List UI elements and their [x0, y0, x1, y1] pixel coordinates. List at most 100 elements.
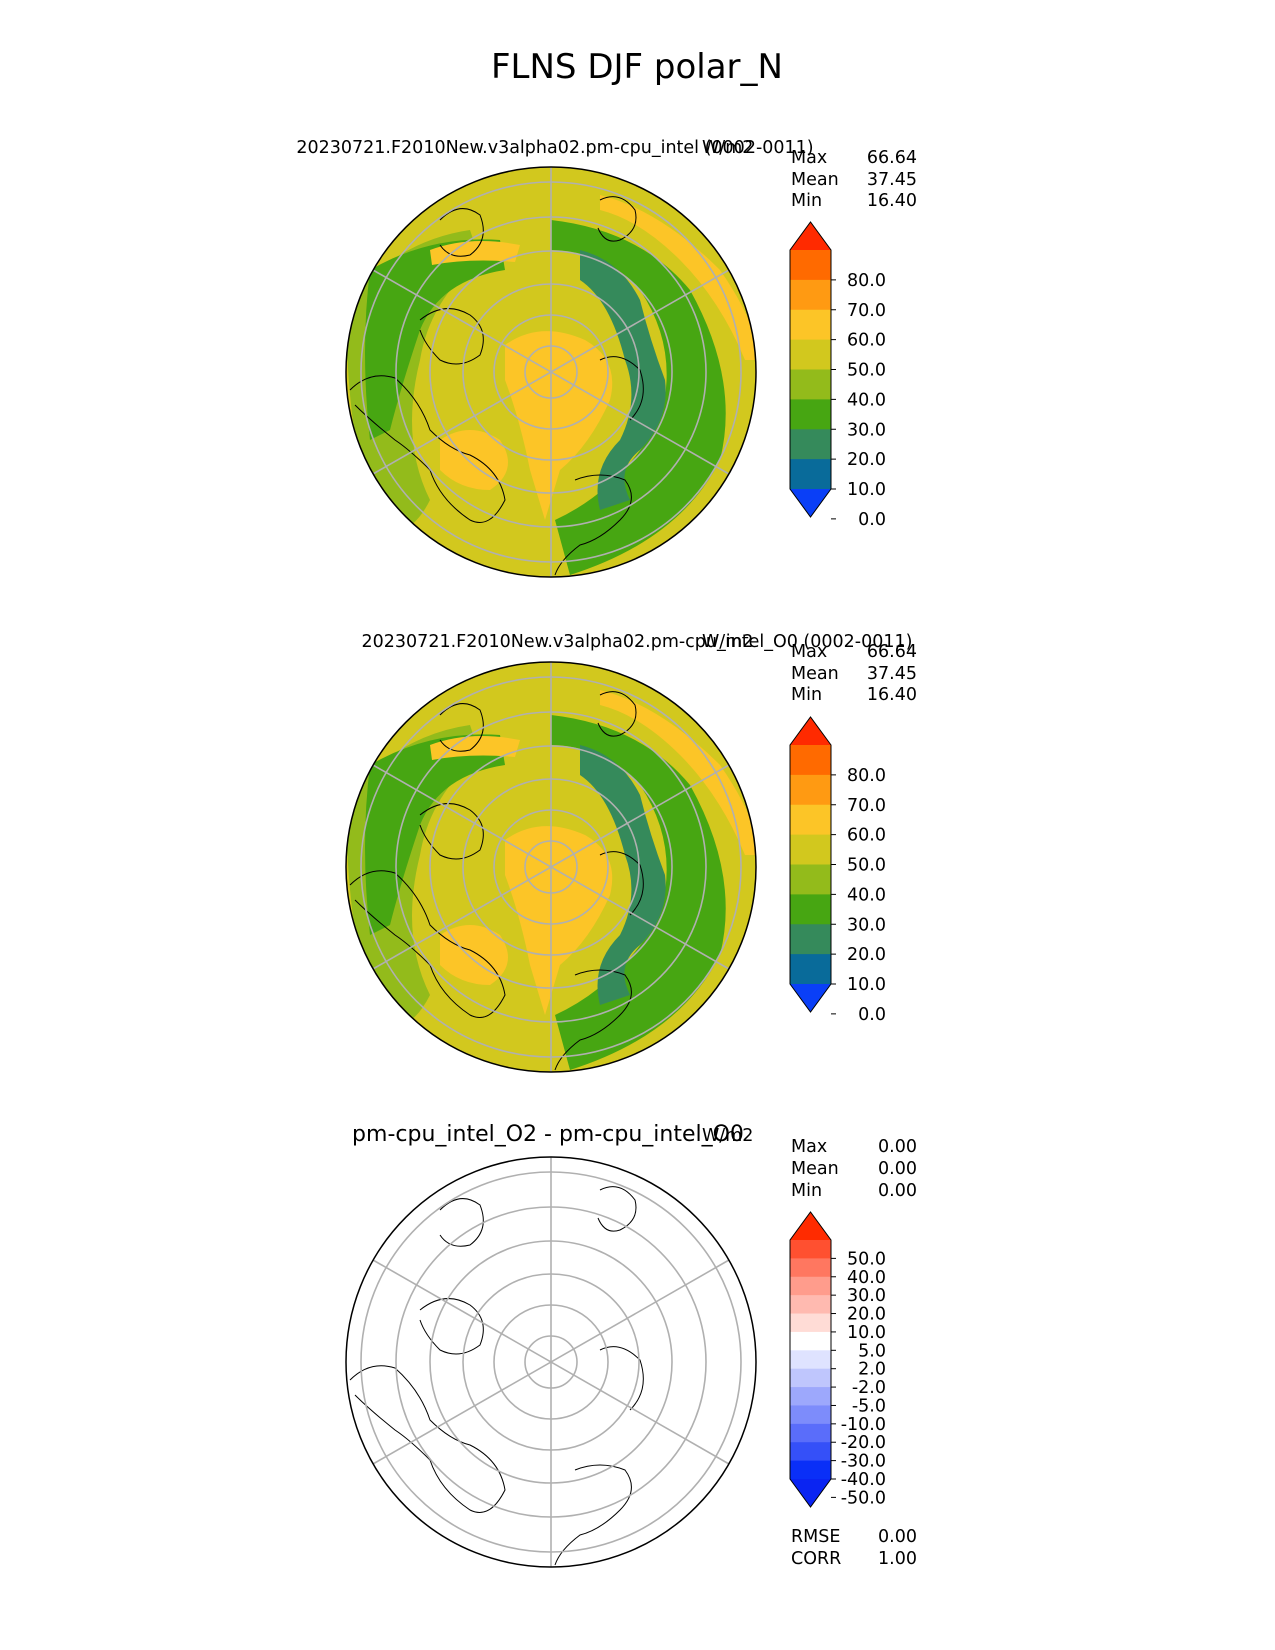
colorbar-extend-min — [790, 1479, 831, 1507]
colorbar-tick-label: 2.0 — [858, 1360, 886, 1380]
colorbar-tick-label: -40.0 — [841, 1470, 886, 1490]
colorbar-tick-label: 20.0 — [847, 945, 886, 965]
colorbar-extend-min — [790, 984, 831, 1012]
colorbar-tick-label: 50.0 — [847, 361, 886, 381]
panel-1-colorbar: 80.0 70.0 60.0 50.0 40.0 30.0 20.0 10.0 0.0 — [789, 221, 886, 530]
panel-1-field-green-west — [365, 239, 505, 440]
panel-2: 20230721.F2010New.v3alpha02.pm-cpu_intel… — [345, 632, 917, 1073]
colorbar-tick-label: 20.0 — [847, 1305, 886, 1325]
figure-title: FLNS DJF polar_N — [491, 47, 783, 87]
panel-1-field-orange-n — [430, 241, 520, 265]
panel-3-stat-label-mean: Mean — [791, 1159, 839, 1179]
colorbar-segment — [790, 1276, 831, 1296]
colorbar-segment — [790, 834, 831, 865]
panel-3-gridlines — [360, 1157, 742, 1567]
colorbar-segment — [790, 429, 831, 460]
colorbar-tick-label: 70.0 — [847, 796, 886, 816]
panel-3-footer-stats: RMSE 0.00 CORR 1.00 — [791, 1527, 917, 1569]
colorbar-tick-label: 10.0 — [847, 975, 886, 995]
panel-1-title: 20230721.F2010New.v3alpha02.pm-cpu_intel… — [296, 138, 813, 158]
panel-2-field-orange-n — [430, 736, 520, 760]
colorbar-tick-label: 30.0 — [847, 915, 886, 935]
panel-2-field-green-west — [365, 734, 505, 935]
colorbar-tick-label: 80.0 — [847, 271, 886, 291]
panel-3-stats: Max 0.00 Mean 0.00 Min 0.00 — [791, 1137, 917, 1201]
panel-2-stat-value-min: 16.40 — [867, 685, 917, 705]
colorbar-tick-label: -20.0 — [841, 1433, 886, 1453]
panel-3-stat-label-min: Min — [791, 1181, 822, 1201]
panel-3: pm-cpu_intel_O2 - pm-cpu_intel_O0 W/m2 M… — [345, 1122, 917, 1569]
colorbar-segment — [790, 894, 831, 925]
panel-2-map-border — [345, 661, 757, 1073]
colorbar-segment — [790, 250, 831, 281]
colorbar-tick-label: 0.0 — [858, 510, 886, 530]
panel-3-colorbar: 50.040.030.020.010.05.02.0-2.0-5.0-10.0-… — [789, 1211, 886, 1508]
colorbar-extend-max — [790, 222, 831, 250]
panel-3-map-border — [345, 1156, 757, 1568]
panel-3-coastlines — [349, 1186, 644, 1566]
panel-3-corr-label: CORR — [791, 1549, 841, 1569]
colorbar-tick-label: 40.0 — [847, 1268, 886, 1288]
colorbar-segment — [790, 804, 831, 836]
panel-2-field-orange-nw — [440, 925, 508, 985]
colorbar-extend-min — [790, 489, 831, 517]
panel-2-units: W/m2 — [702, 632, 753, 652]
panel-1-stat-label-mean: Mean — [791, 170, 839, 190]
panel-2-field-orange-arctic — [505, 826, 613, 1015]
panel-1-gridlines — [360, 167, 742, 577]
colorbar-segment — [790, 1350, 831, 1370]
colorbar-tick-label: 30.0 — [847, 420, 886, 440]
colorbar-segment — [790, 1313, 831, 1333]
colorbar-segment — [790, 1258, 831, 1278]
colorbar-tick-label: 40.0 — [847, 390, 886, 410]
panel-3-stat-value-mean: 0.00 — [878, 1159, 917, 1179]
panel-1-coastlines — [349, 196, 644, 576]
panel-1-stat-value-min: 16.40 — [867, 191, 917, 211]
colorbar-segment — [790, 1460, 831, 1480]
colorbar-tick-label: 70.0 — [847, 301, 886, 321]
colorbar-segment — [790, 369, 831, 400]
colorbar-tick-label: -5.0 — [852, 1396, 886, 1416]
colorbar-tick-label: 40.0 — [847, 885, 886, 905]
colorbar-segment — [790, 1368, 831, 1388]
panel-3-rmse-value: 0.00 — [878, 1527, 917, 1547]
colorbar-extend-max — [790, 717, 831, 745]
panel-1-stat-label-max: Max — [791, 148, 827, 168]
colorbar-segment — [790, 1331, 831, 1351]
colorbar-segment — [790, 1240, 831, 1259]
colorbar-segment — [790, 954, 831, 985]
colorbar-segment — [790, 1405, 831, 1425]
colorbar-segment — [790, 745, 831, 776]
panel-1-field-orange-arctic — [505, 331, 613, 520]
panel-1-field-teal-east — [580, 250, 666, 510]
panel-2-stat-value-mean: 37.45 — [867, 664, 917, 684]
panel-2-stat-label-max: Max — [791, 642, 827, 662]
colorbar-tick-label: 20.0 — [847, 450, 886, 470]
colorbar-segment — [790, 924, 831, 955]
colorbar-segment — [790, 309, 831, 341]
panel-2-stat-label-min: Min — [791, 685, 822, 705]
panel-1-units: W/m2 — [702, 138, 753, 158]
panel-1-stats: Max 66.64 Mean 37.45 Min 16.40 — [791, 148, 917, 211]
colorbar-segment — [790, 1442, 831, 1462]
panel-1-field-green-east — [551, 220, 726, 575]
colorbar-segment — [790, 1295, 831, 1315]
colorbar-segment — [790, 1387, 831, 1406]
colorbar-extend-max — [790, 1212, 831, 1240]
colorbar-tick-label: 10.0 — [847, 480, 886, 500]
panel-2-title: 20230721.F2010New.v3alpha02.pm-cpu_intel… — [362, 632, 913, 652]
colorbar-segment — [790, 1423, 831, 1443]
panel-3-units: W/m2 — [702, 1126, 753, 1146]
panel-2-stat-value-max: 66.64 — [867, 642, 917, 662]
colorbar-tick-label: 50.0 — [847, 856, 886, 876]
colorbar-tick-label: -50.0 — [841, 1488, 886, 1508]
panel-3-stat-label-max: Max — [791, 1137, 827, 1157]
panel-3-stat-value-min: 0.00 — [878, 1181, 917, 1201]
colorbar-tick-label: 60.0 — [847, 331, 886, 351]
panel-2-stats: Max 66.64 Mean 37.45 Min 16.40 — [791, 642, 917, 705]
panel-2-stat-label-mean: Mean — [791, 664, 839, 684]
colorbar-tick-label: 10.0 — [847, 1323, 886, 1343]
panel-3-corr-value: 1.00 — [878, 1549, 917, 1569]
colorbar-tick-label: -30.0 — [841, 1452, 886, 1472]
